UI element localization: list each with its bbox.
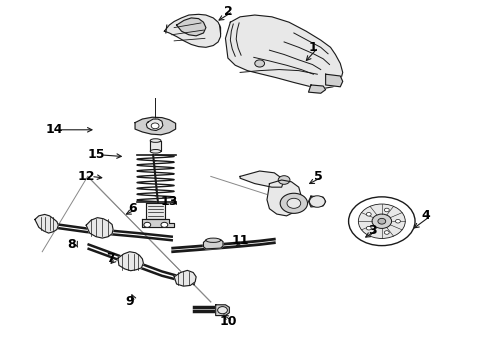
Circle shape xyxy=(384,231,389,234)
Polygon shape xyxy=(164,14,220,47)
Polygon shape xyxy=(150,140,161,151)
Circle shape xyxy=(255,60,265,67)
Polygon shape xyxy=(143,220,174,226)
Circle shape xyxy=(144,222,151,227)
Circle shape xyxy=(218,307,227,314)
Text: 10: 10 xyxy=(219,315,237,328)
Text: 13: 13 xyxy=(161,195,178,208)
Polygon shape xyxy=(216,305,229,316)
Circle shape xyxy=(372,214,392,228)
Ellipse shape xyxy=(150,139,161,142)
Polygon shape xyxy=(309,196,326,207)
Text: 1: 1 xyxy=(309,41,318,54)
Ellipse shape xyxy=(150,149,161,153)
Text: 14: 14 xyxy=(46,123,63,136)
Text: 12: 12 xyxy=(77,170,95,183)
Polygon shape xyxy=(35,215,58,233)
Circle shape xyxy=(367,212,371,216)
Text: 11: 11 xyxy=(231,234,249,247)
Text: 5: 5 xyxy=(314,170,323,183)
Polygon shape xyxy=(147,203,165,220)
Polygon shape xyxy=(225,15,343,89)
Polygon shape xyxy=(240,171,284,187)
Circle shape xyxy=(280,193,308,213)
Polygon shape xyxy=(147,119,163,131)
Text: 9: 9 xyxy=(126,296,134,309)
Text: 6: 6 xyxy=(128,202,137,215)
Circle shape xyxy=(358,204,405,238)
Text: 2: 2 xyxy=(223,5,232,18)
Polygon shape xyxy=(86,218,113,238)
Polygon shape xyxy=(176,18,206,36)
Text: 7: 7 xyxy=(106,252,115,265)
Circle shape xyxy=(367,226,371,230)
Circle shape xyxy=(278,176,290,184)
Circle shape xyxy=(378,219,386,224)
Text: 3: 3 xyxy=(368,224,376,237)
Circle shape xyxy=(395,220,400,223)
Ellipse shape xyxy=(206,238,220,242)
Polygon shape xyxy=(174,270,196,286)
Circle shape xyxy=(384,208,389,212)
Text: 8: 8 xyxy=(67,238,76,251)
Circle shape xyxy=(287,198,301,208)
Circle shape xyxy=(151,123,159,129)
Circle shape xyxy=(310,196,325,207)
Text: 4: 4 xyxy=(421,210,430,222)
Polygon shape xyxy=(118,252,144,271)
Circle shape xyxy=(161,222,168,227)
Text: 15: 15 xyxy=(87,148,105,161)
Polygon shape xyxy=(309,85,326,93)
Polygon shape xyxy=(267,180,301,216)
Polygon shape xyxy=(135,117,175,135)
Polygon shape xyxy=(203,239,223,249)
Polygon shape xyxy=(326,74,343,87)
Circle shape xyxy=(348,197,415,246)
